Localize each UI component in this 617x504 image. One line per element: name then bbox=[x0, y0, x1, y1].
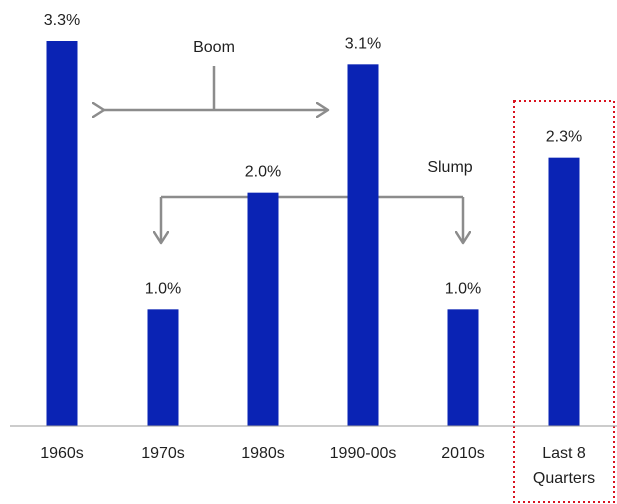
bar-1970s bbox=[147, 309, 179, 426]
value-label-1970s: 1.0% bbox=[145, 280, 181, 297]
x-tick-label-2010s: 2010s bbox=[441, 445, 485, 462]
value-label-1960s: 3.3% bbox=[44, 12, 80, 29]
value-label-2010s: 1.0% bbox=[445, 280, 481, 297]
boom-annotation: Boom bbox=[104, 39, 328, 110]
annotation-layer: Boom Slump bbox=[104, 39, 473, 243]
x-tick-label-1960s: 1960s bbox=[40, 445, 84, 462]
slump-annotation: Slump bbox=[161, 159, 473, 243]
x-tick-label-last-8-quarters: Last 8 Quarters bbox=[533, 445, 595, 487]
boom-label: Boom bbox=[193, 39, 235, 56]
highlight-layer bbox=[513, 100, 615, 503]
bar-last-8-quarters bbox=[548, 157, 580, 426]
value-label-1990-00s: 3.1% bbox=[345, 35, 381, 52]
x-tick-label-1990-00s: 1990-00s bbox=[330, 445, 397, 462]
x-tick-label-1970s: 1970s bbox=[141, 445, 185, 462]
bar-1960s bbox=[46, 41, 78, 426]
x-tick-label-1980s: 1980s bbox=[241, 445, 285, 462]
bars-layer bbox=[46, 41, 580, 426]
value-label-1980s: 2.0% bbox=[245, 164, 281, 181]
value-label-last-8-quarters: 2.3% bbox=[546, 129, 582, 146]
labels-layer: 3.3% 1960s 1.0% 1970s 2.0% 1980s 3.1% 1990-00s 1… bbox=[40, 12, 595, 487]
slump-label: Slump bbox=[427, 159, 472, 176]
bar-2010s bbox=[447, 309, 479, 426]
highlight-box bbox=[513, 100, 615, 503]
bar-1980s bbox=[247, 192, 279, 426]
bar-1990-00s bbox=[347, 64, 379, 426]
